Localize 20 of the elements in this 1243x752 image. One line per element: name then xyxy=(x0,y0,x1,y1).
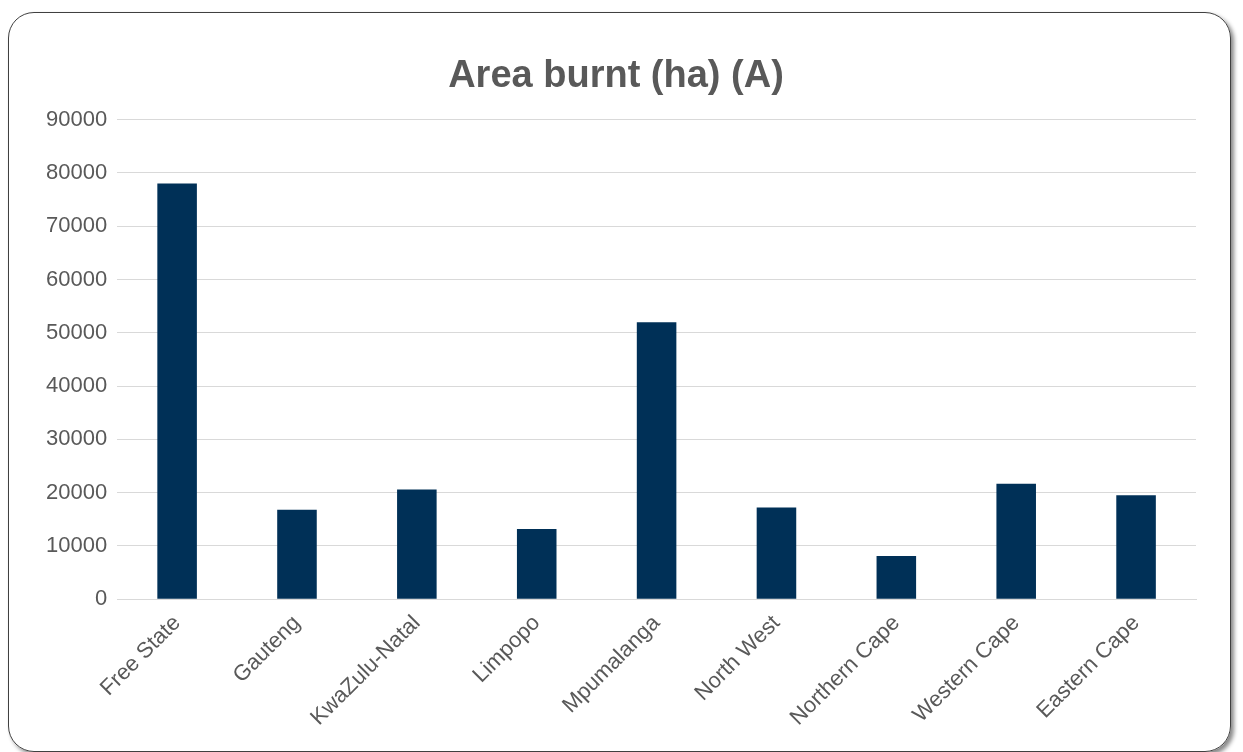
y-tick-label: 20000 xyxy=(45,478,108,504)
y-tick-label: 30000 xyxy=(45,425,108,451)
bar xyxy=(996,483,1036,599)
bar xyxy=(397,489,437,599)
bar xyxy=(157,183,197,599)
y-tick-label: 60000 xyxy=(45,265,108,291)
y-tick-label: 90000 xyxy=(45,105,108,131)
bar xyxy=(277,509,317,599)
bar xyxy=(1116,495,1156,599)
y-tick-label: 50000 xyxy=(45,318,108,344)
bar xyxy=(756,507,797,599)
bar xyxy=(516,528,557,599)
bar xyxy=(636,322,677,599)
chart-title: Area burnt (ha) (A) xyxy=(448,53,784,96)
y-tick-label: 70000 xyxy=(45,212,108,238)
y-tick-label: 10000 xyxy=(45,532,108,558)
y-tick-label: 40000 xyxy=(45,372,108,398)
y-tick-label: 80000 xyxy=(45,158,108,184)
bar xyxy=(876,556,917,599)
y-tick-label: 0 xyxy=(94,585,108,611)
